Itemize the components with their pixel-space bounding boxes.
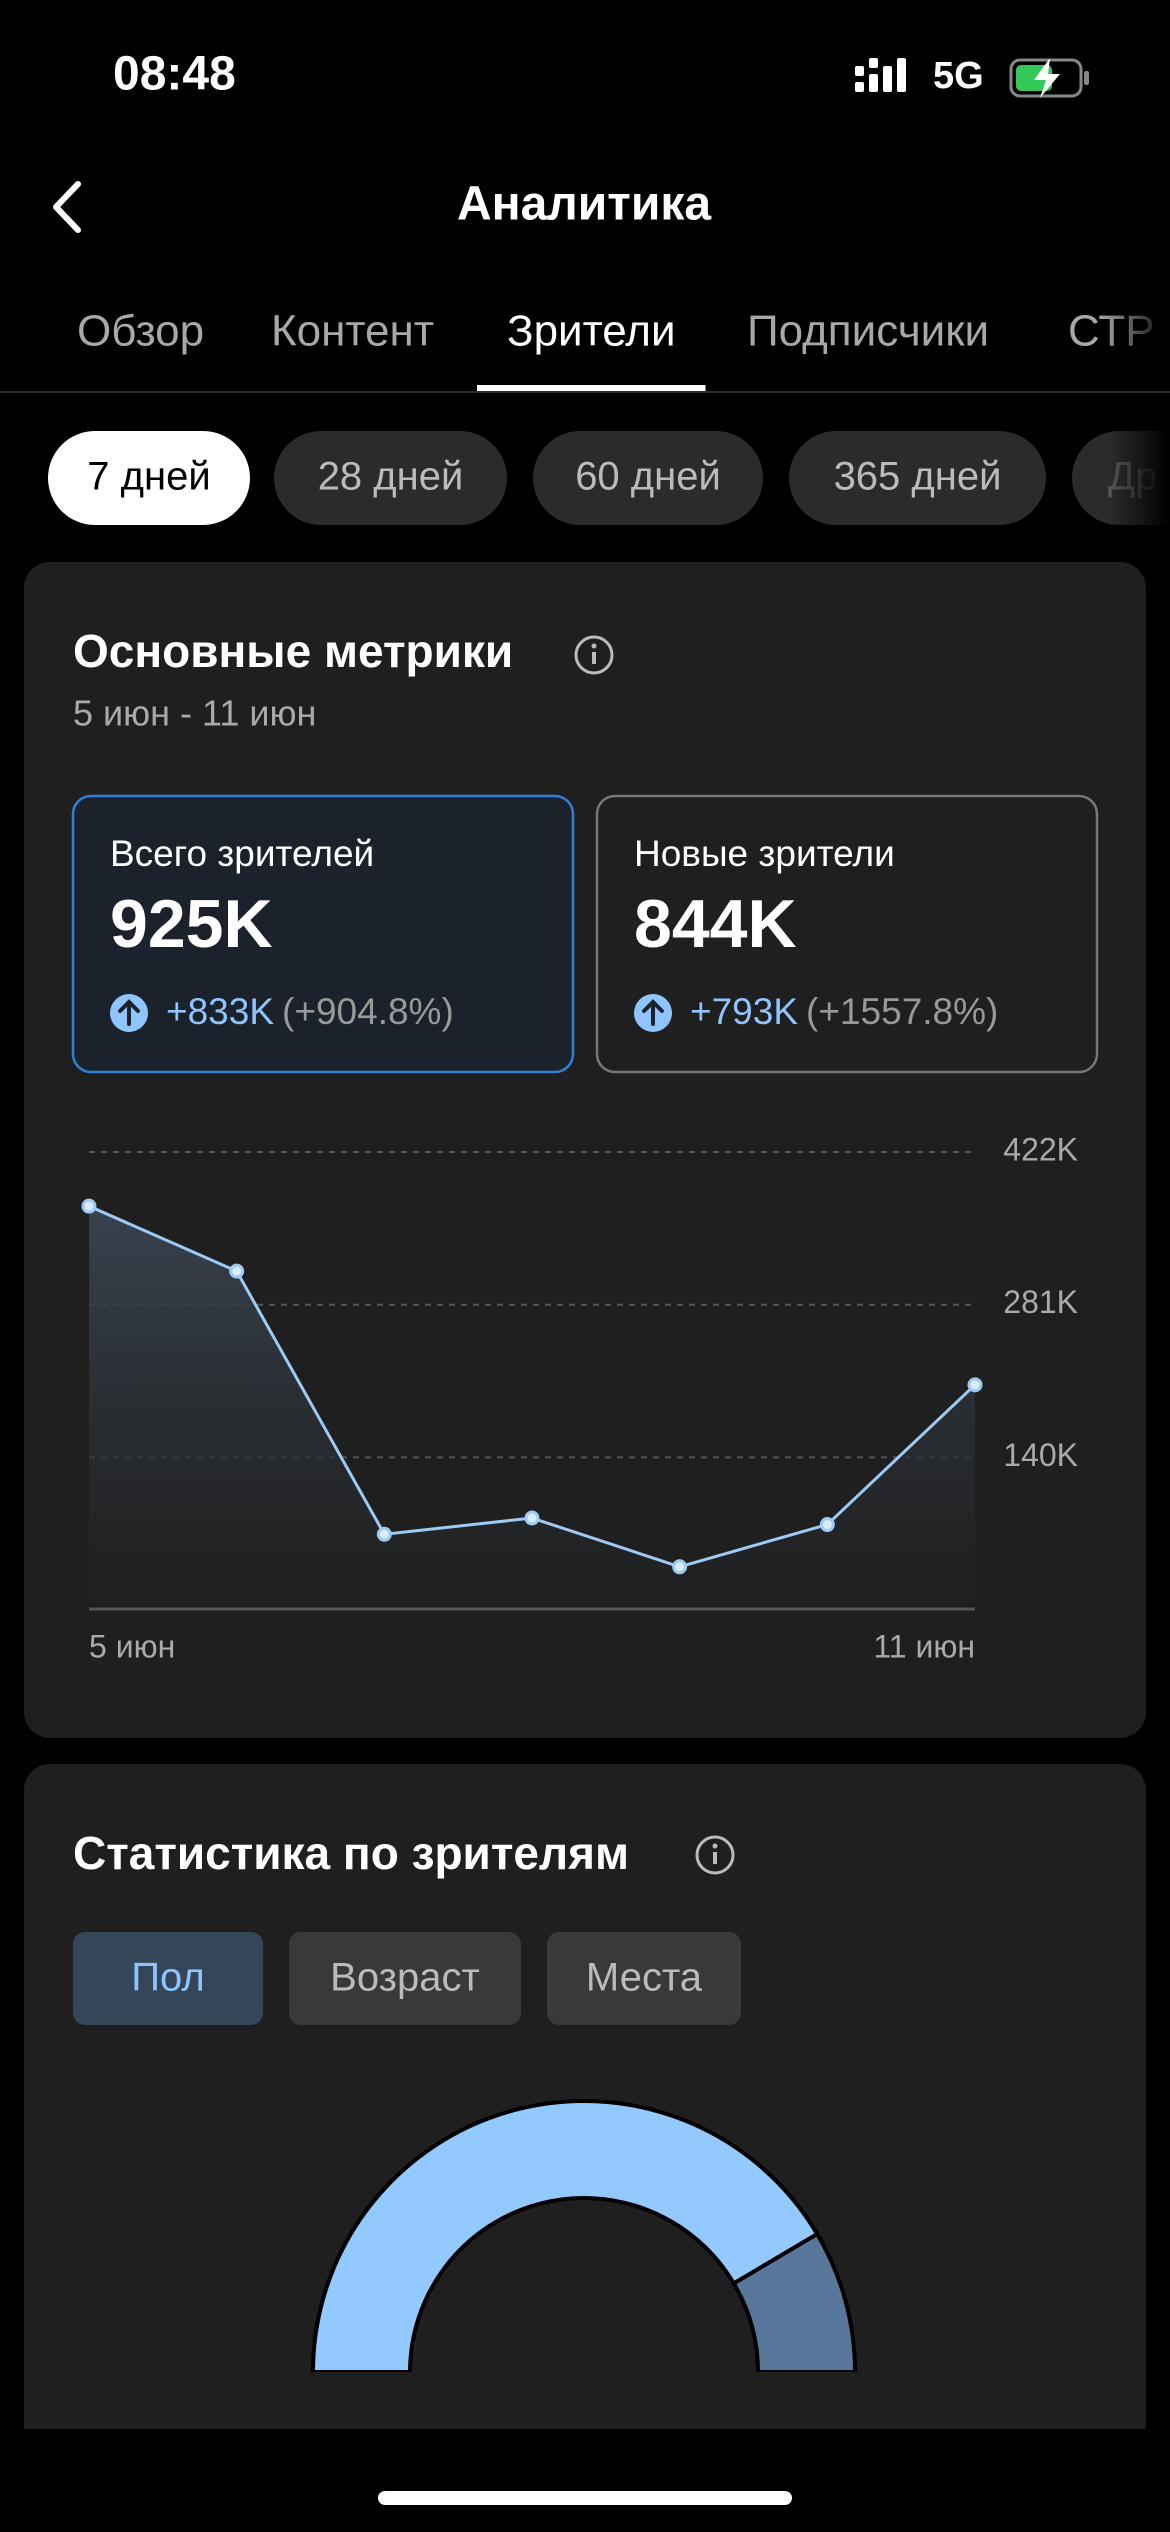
change-arrow	[118, 999, 140, 1026]
y-tick-label: 422K	[1003, 1131, 1078, 1167]
filter-label[interactable]: Возраст	[330, 1956, 480, 2000]
donut-segment	[731, 2231, 858, 2372]
period-chip[interactable]	[533, 431, 763, 525]
point	[524, 1510, 540, 1526]
metric-label: Всего зрителей	[110, 833, 374, 874]
point	[967, 1377, 983, 1393]
tab[interactable]: Подписчики	[747, 307, 989, 356]
period-label[interactable]: 7 дней	[87, 455, 210, 499]
filter-button[interactable]	[547, 1932, 741, 2025]
period-chip[interactable]	[48, 431, 250, 525]
filter-button[interactable]	[73, 1932, 263, 2025]
back-button[interactable]	[53, 181, 81, 233]
filter-button[interactable]	[289, 1932, 521, 2025]
status-time: 08:48	[113, 48, 236, 101]
line-area	[89, 1206, 975, 1609]
info-icon[interactable]	[695, 1835, 735, 1875]
change-value: +833K	[166, 991, 274, 1032]
metric-change: +793K (+1557.8%)	[690, 991, 998, 1032]
date-range: 5 июн - 11 июн	[73, 693, 316, 734]
x-tick-label: 5 июн	[89, 1628, 175, 1664]
signal-icon	[855, 58, 906, 92]
header-title: Аналитика	[457, 178, 711, 231]
tab[interactable]: Обзор	[77, 307, 204, 356]
change-percent: (+1557.8%)	[806, 991, 998, 1032]
bottom-area	[0, 2429, 1170, 2532]
period-label[interactable]: 60 дней	[575, 455, 721, 499]
change-value: +793K	[690, 991, 798, 1032]
y-tick-label: 140K	[1003, 1437, 1078, 1473]
tab-underline	[477, 385, 706, 391]
metric-box[interactable]	[595, 794, 1099, 1074]
home-indicator	[378, 2491, 792, 2505]
chip-fade	[1110, 425, 1170, 530]
donut-segment	[310, 2099, 821, 2372]
point	[819, 1517, 835, 1533]
filter-label[interactable]: Места	[586, 1956, 703, 2000]
metrics-title: Основные метрики	[73, 625, 513, 677]
tab[interactable]: Зрители	[507, 307, 676, 356]
audience-title: Статистика по зрителям	[73, 1827, 629, 1879]
metric-change: +833K (+904.8%)	[166, 991, 454, 1032]
metric-value: 925K	[110, 886, 273, 962]
point	[376, 1526, 392, 1542]
y-tick-label: 281K	[1003, 1284, 1078, 1320]
metric-box[interactable]	[71, 794, 575, 1074]
point	[672, 1559, 688, 1575]
point	[229, 1263, 245, 1279]
tab-separator	[0, 391, 1170, 393]
filter-label[interactable]: Пол	[131, 1956, 204, 2000]
period-label[interactable]: 28 дней	[318, 455, 464, 499]
change-percent: (+904.8%)	[282, 991, 454, 1032]
metric-label: Новые зрители	[634, 833, 895, 874]
status-network: 5G	[933, 55, 984, 97]
period-label[interactable]: 365 дней	[834, 455, 1002, 499]
period-chip[interactable]	[789, 431, 1046, 525]
battery-icon	[1009, 58, 1089, 98]
point	[81, 1198, 97, 1214]
x-tick-label: 11 июн	[873, 1628, 975, 1664]
change-arrow	[642, 999, 664, 1026]
period-chip[interactable]	[274, 431, 507, 525]
tab[interactable]: Контент	[271, 307, 434, 356]
metric-value: 844K	[634, 886, 797, 962]
info-icon[interactable]	[574, 635, 614, 675]
tab-fade	[1100, 290, 1170, 390]
